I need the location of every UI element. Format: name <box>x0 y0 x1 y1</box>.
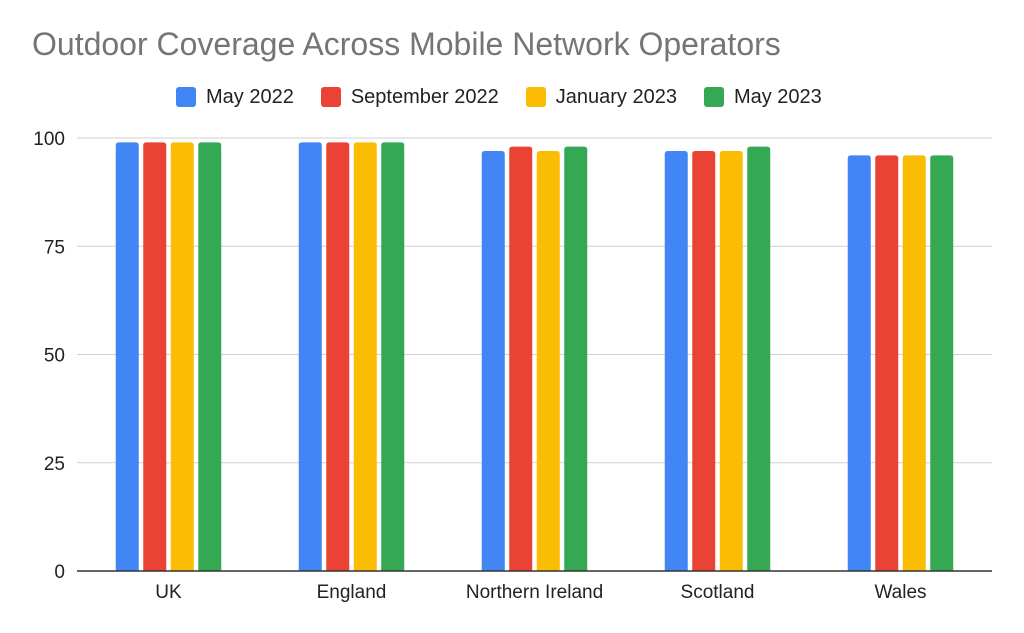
legend-label: May 2023 <box>733 85 822 108</box>
legend-label: January 2023 <box>555 85 677 108</box>
legend: May 2022 September 2022 January 2023 May 20… <box>176 85 849 109</box>
legend-item: May 2022 <box>176 86 294 109</box>
bar <box>930 155 954 571</box>
y-tick-label: 0 <box>54 562 65 583</box>
bar <box>326 142 350 571</box>
legend-item: September 2022 <box>320 85 499 109</box>
y-tick-label: 75 <box>44 237 65 258</box>
bar <box>692 150 716 572</box>
y-tick-label: 25 <box>44 454 65 475</box>
legend-label: May 2022 <box>206 85 294 108</box>
bar <box>664 150 688 572</box>
bar <box>847 155 871 571</box>
legend-label: September 2022 <box>350 85 499 108</box>
bar <box>115 142 139 571</box>
bars <box>115 142 954 572</box>
bar <box>381 142 405 571</box>
bar <box>353 142 377 571</box>
legend-item: May 2023 <box>703 85 822 109</box>
bar <box>198 142 222 571</box>
bar <box>170 142 194 571</box>
gridlines <box>77 137 992 464</box>
bar <box>747 146 771 571</box>
x-tick-label: England <box>317 582 387 603</box>
bar <box>902 155 926 571</box>
y-tick-label: 50 <box>44 346 65 367</box>
bar <box>719 150 743 572</box>
bar <box>509 146 533 571</box>
x-tick-label: UK <box>155 582 182 603</box>
bar <box>564 146 588 571</box>
bar <box>875 155 899 571</box>
legend-swatch <box>703 87 724 107</box>
legend-swatch <box>525 87 546 107</box>
x-tick-label: Wales <box>874 582 926 603</box>
bar <box>143 142 167 571</box>
x-tick-label: Northern Ireland <box>466 582 603 603</box>
y-tick-label: 100 <box>33 129 65 150</box>
legend-swatch <box>320 87 341 107</box>
legend-swatch <box>176 87 196 107</box>
bar <box>536 150 560 572</box>
bar <box>481 150 505 572</box>
bar <box>298 142 322 571</box>
x-tick-label: Scotland <box>681 582 755 603</box>
chart-title: Outdoor Coverage Across Mobile Network O… <box>32 26 781 62</box>
legend-item: January 2023 <box>525 85 677 109</box>
axes: 0 25 50 75 100 UK England Northern Ireland Scotl… <box>33 129 992 603</box>
